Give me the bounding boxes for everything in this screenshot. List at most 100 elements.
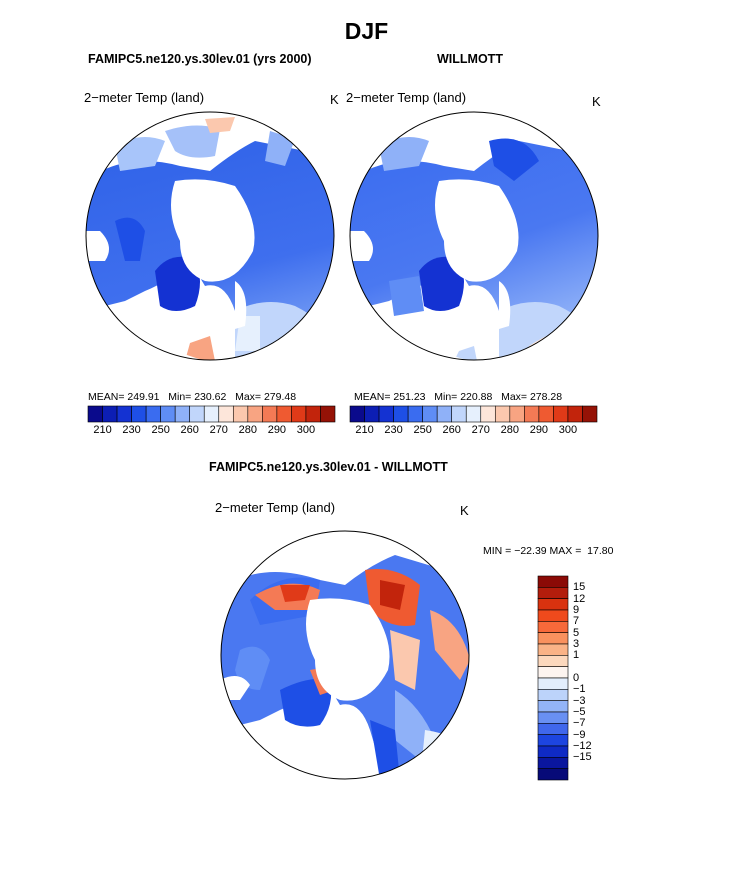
obs-colorbar-swatch <box>494 405 511 423</box>
model-colorbar-swatch <box>174 405 191 423</box>
model-colorbar-swatch <box>203 405 220 423</box>
obs-colorbar-tick-label: 290 <box>529 424 549 436</box>
diff-colorbar-swatch <box>537 768 569 781</box>
model-colorbar-swatch <box>232 405 249 423</box>
diff-colorbar <box>537 575 569 781</box>
model-colorbar-tick-label: 270 <box>209 424 228 436</box>
diff-colorbar-swatch <box>537 643 569 656</box>
obs-colorbar-tick-label: 230 <box>384 424 403 436</box>
model-colorbar <box>87 405 336 423</box>
obs-colorbar-swatch <box>538 405 554 423</box>
diff-colorbar-tick-label: 1 <box>573 649 580 662</box>
model-colorbar-tick-label: 210 <box>93 424 112 436</box>
model-polar-map <box>85 111 335 361</box>
obs-colorbar-swatch <box>465 405 482 423</box>
obs-colorbar-swatch <box>378 405 394 423</box>
diff-colorbar-swatch <box>537 689 569 701</box>
diff-colorbar-swatch <box>537 632 569 645</box>
diff-colorbar-tick-label: −12 <box>573 740 592 752</box>
diff-colorbar-tick-label: −5 <box>573 706 586 718</box>
diff-colorbar-swatch <box>537 700 569 713</box>
model-stats: MEAN= 249.91 Min= 230.62 Max= 279.48 <box>88 391 297 403</box>
obs-colorbar <box>349 405 598 423</box>
model-colorbar-tick-label: 280 <box>238 424 257 436</box>
model-colorbar-tick-label: 250 <box>151 424 170 436</box>
model-colorbar-swatch <box>291 405 307 423</box>
obs-colorbar-labels: 210 230 250 260 270 280 290 300 <box>350 424 597 438</box>
model-units-label: K <box>330 92 339 107</box>
diff-colorbar-swatch <box>537 621 569 633</box>
diff-colorbar-tick-label: −1 <box>573 683 586 696</box>
diff-colorbar-swatch <box>537 609 569 622</box>
diff-colorbar-swatch <box>537 723 569 735</box>
diff-colorbar-swatch <box>537 734 569 747</box>
obs-panel-heading: WILLMOTT <box>437 52 503 66</box>
diff-colorbar-swatch <box>537 587 569 599</box>
model-colorbar-swatch <box>102 405 118 423</box>
diff-colorbar-tick-label: 9 <box>573 604 580 616</box>
diff-colorbar-swatch <box>537 757 569 769</box>
obs-colorbar-swatch <box>524 405 540 423</box>
model-colorbar-swatch <box>189 405 205 423</box>
model-colorbar-tick-label: 260 <box>180 424 199 436</box>
diff-colorbar-tick-label: −9 <box>573 728 586 741</box>
diff-colorbar-swatch <box>537 655 569 667</box>
diff-field-label: 2−meter Temp (land) <box>215 500 336 515</box>
diff-colorbar-tick-label: 7 <box>573 615 580 628</box>
page-title: DJF <box>344 18 389 44</box>
diff-colorbar-swatch <box>537 575 569 588</box>
diff-colorbar-swatch <box>537 711 569 724</box>
model-field-label: 2−meter Temp (land) <box>84 90 205 105</box>
diff-colorbar-labels: 15 12 9 7 5 3 1 0 −1 −3 −5 −7 −9 −12 −15 <box>573 576 613 780</box>
obs-colorbar-swatch <box>393 405 409 423</box>
diff-colorbar-swatch <box>537 745 569 758</box>
obs-stats: MEAN= 251.23 Min= 220.88 Max= 278.28 <box>354 391 563 403</box>
diff-colorbar-tick-label: 15 <box>573 581 586 594</box>
model-colorbar-swatch <box>145 405 161 423</box>
obs-units-label: K <box>592 94 601 109</box>
model-colorbar-swatch <box>87 405 103 423</box>
model-panel-heading: FAMIPC5.ne120.ys.30lev.01 (yrs 2000) <box>88 52 312 66</box>
obs-colorbar-tick-label: 280 <box>500 424 519 436</box>
obs-polar-map <box>349 111 599 361</box>
model-colorbar-tick-label: 290 <box>267 424 287 436</box>
obs-colorbar-swatch <box>364 405 380 423</box>
model-colorbar-swatch <box>247 405 263 423</box>
obs-colorbar-swatch <box>349 405 365 423</box>
obs-colorbar-tick-label: 270 <box>471 424 490 436</box>
diff-colorbar-tick-label: 0 <box>573 672 580 684</box>
diff-colorbar-tick-label: 3 <box>573 638 580 650</box>
model-colorbar-swatch <box>116 405 132 423</box>
obs-colorbar-swatch <box>436 405 453 423</box>
model-colorbar-swatch <box>276 405 292 423</box>
obs-colorbar-tick-label: 210 <box>355 424 374 436</box>
model-colorbar-swatch <box>218 405 234 423</box>
obs-colorbar-swatch <box>509 405 525 423</box>
diff-colorbar-tick-label: −15 <box>573 751 592 764</box>
obs-colorbar-swatch <box>567 405 583 423</box>
diff-panel-heading: FAMIPC5.ne120.ys.30lev.01 - WILLMOTT <box>209 460 448 474</box>
model-colorbar-swatch <box>262 405 278 423</box>
diff-colorbar-swatch <box>537 666 569 679</box>
diff-colorbar-tick-label: −7 <box>573 717 586 730</box>
obs-colorbar-swatch <box>451 405 467 423</box>
model-colorbar-swatch <box>131 405 147 423</box>
model-colorbar-swatch <box>305 405 321 423</box>
diff-colorbar-tick-label: −3 <box>573 694 586 707</box>
obs-colorbar-swatch <box>480 405 496 423</box>
model-colorbar-tick-label: 230 <box>122 424 141 436</box>
model-colorbar-swatch <box>320 405 336 423</box>
obs-colorbar-tick-label: 260 <box>442 424 461 436</box>
diff-colorbar-tick-label: 12 <box>573 592 586 605</box>
model-colorbar-swatch <box>160 405 176 423</box>
obs-colorbar-tick-label: 300 <box>558 424 578 436</box>
obs-colorbar-swatch <box>422 405 438 423</box>
diff-polar-map <box>220 530 470 780</box>
diff-colorbar-swatch <box>537 677 569 690</box>
obs-field-label: 2−meter Temp (land) <box>346 90 467 105</box>
model-colorbar-labels: 210 230 250 260 270 280 290 300 <box>88 424 335 438</box>
obs-colorbar-swatch <box>553 405 569 423</box>
model-colorbar-tick-label: 300 <box>296 424 316 436</box>
obs-colorbar-tick-label: 250 <box>413 424 432 436</box>
diff-colorbar-tick-label: 5 <box>573 626 580 639</box>
